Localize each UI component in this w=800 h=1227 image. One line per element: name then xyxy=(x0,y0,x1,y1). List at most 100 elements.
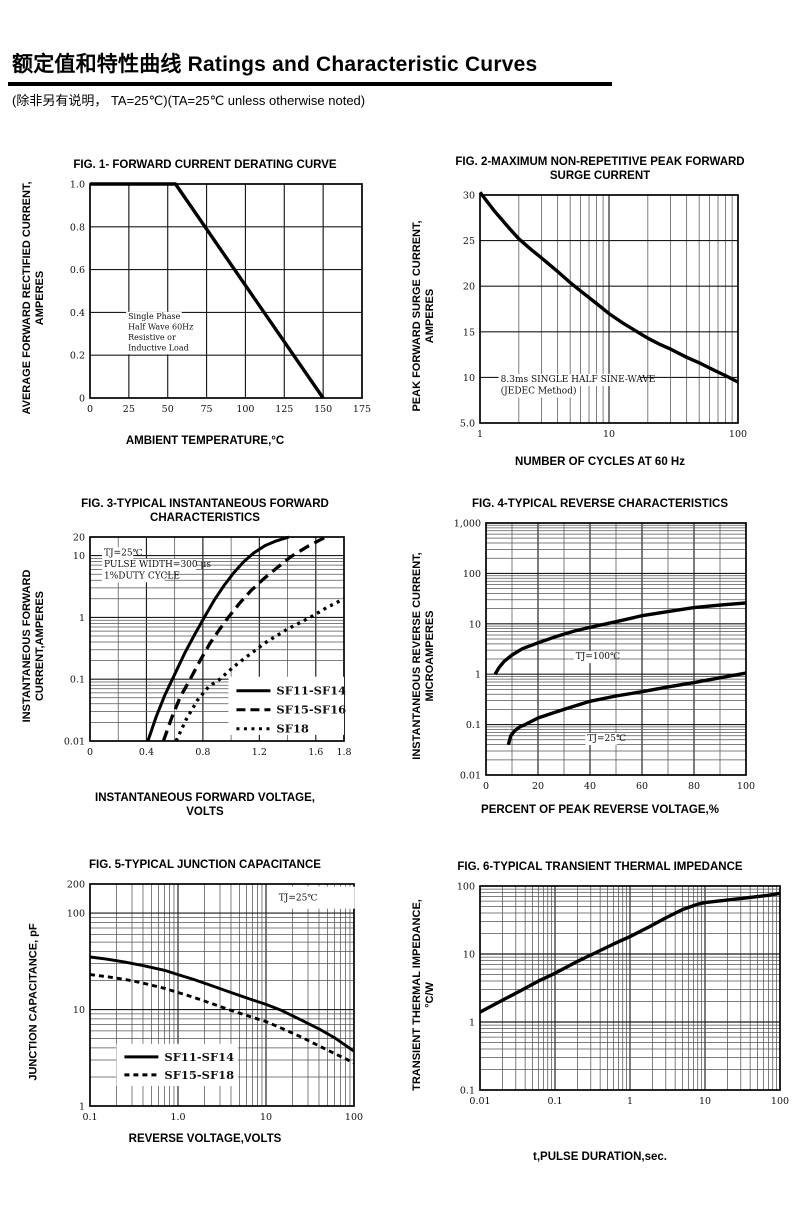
svg-text:0.1: 0.1 xyxy=(70,675,85,686)
figure-3-title: FIG. 3-TYPICAL INSTANTANEOUS FORWARD CHA… xyxy=(81,498,329,524)
figure-4-plot: TJ=100℃ TJ=25℃ 0 20 40 60 80 100 0.01 0.1 1 10 100 1,… xyxy=(454,519,755,793)
svg-text:5.0: 5.0 xyxy=(460,419,475,430)
svg-text:8.3ms SINGLE HALF SINE-WAVE: 8.3ms SINGLE HALF SINE-WAVE xyxy=(501,375,656,385)
svg-text:100: 100 xyxy=(236,404,254,415)
figure-6-x-axis-label: t,PULSE DURATION,sec. xyxy=(533,1151,667,1163)
title-underline xyxy=(8,82,612,86)
svg-text:1: 1 xyxy=(627,1096,633,1107)
figure-2-plot: 8.3ms SINGLE HALF SINE-WAVE(JEDEC Method… xyxy=(460,191,747,441)
figure-1: FIG. 1- FORWARD CURRENT DERATING CURVE A… xyxy=(14,158,396,448)
svg-text:100: 100 xyxy=(67,909,85,920)
svg-text:30: 30 xyxy=(463,191,475,202)
figure-2-title: FIG. 2-MAXIMUM NON-REPETITIVE PEAK FORWA… xyxy=(455,156,745,182)
figure-6-y-axis-label: TRANSIENT THERMAL IMPEDANCE, °C/W xyxy=(411,899,436,1091)
svg-text:TJ=25℃: TJ=25℃ xyxy=(587,734,626,744)
page-subtitle: (除非另有说明， TA=25℃)(TA=25℃ unless otherwise… xyxy=(12,93,366,108)
svg-text:PULSE WIDTH=300 μs: PULSE WIDTH=300 μs xyxy=(104,560,211,570)
svg-text:200: 200 xyxy=(67,880,85,891)
svg-text:Resistive or: Resistive or xyxy=(128,333,176,342)
svg-text:50: 50 xyxy=(162,404,174,415)
svg-text:(JEDEC Method): (JEDEC Method) xyxy=(501,385,577,396)
figure-6: FIG. 6-TYPICAL TRANSIENT THERMAL IMPEDAN… xyxy=(404,860,796,1164)
svg-text:1.6: 1.6 xyxy=(308,747,323,758)
svg-text:1%DUTY CYCLE: 1%DUTY CYCLE xyxy=(104,571,180,581)
figure-1-x-axis-label: AMBIENT TEMPERATURE,°C xyxy=(125,435,285,447)
svg-text:1.0: 1.0 xyxy=(170,1112,185,1123)
svg-text:10: 10 xyxy=(463,950,475,961)
svg-text:75: 75 xyxy=(201,404,213,415)
svg-text:175: 175 xyxy=(353,404,371,415)
figure-4-x-axis-label: PERCENT OF PEAK REVERSE VOLTAGE,% xyxy=(481,804,719,816)
svg-text:10: 10 xyxy=(603,429,615,440)
svg-text:10: 10 xyxy=(463,373,475,384)
svg-text:0: 0 xyxy=(87,404,93,415)
figure-3-plot: TJ=25℃ PULSE WIDTH=300 μs1%DUTY CYCLE SF11… xyxy=(64,533,352,759)
svg-text:0: 0 xyxy=(483,781,489,792)
page-title: 额定值和特性曲线 Ratings and Characteristic Curv… xyxy=(12,53,538,76)
svg-text:0.01: 0.01 xyxy=(64,737,85,748)
svg-text:Single Phase: Single Phase xyxy=(128,312,181,321)
svg-text:1.8: 1.8 xyxy=(336,747,351,758)
svg-text:100: 100 xyxy=(345,1112,363,1123)
svg-text:20: 20 xyxy=(463,282,475,293)
figure-3: FIG. 3-TYPICAL INSTANTANEOUS FORWARD CHA… xyxy=(14,497,396,819)
svg-text:10: 10 xyxy=(699,1096,711,1107)
svg-text:SF11-SF14: SF11-SF14 xyxy=(164,1050,234,1064)
svg-text:SF18: SF18 xyxy=(276,722,308,736)
figure-5-plot: TJ=25℃ SF11-SF14 SF15-SF18 0.1 1.0 10 100 1 10 10… xyxy=(67,880,363,1124)
figure-5-x-axis-label: REVERSE VOLTAGE,VOLTS xyxy=(128,1133,282,1145)
svg-text:10: 10 xyxy=(260,1112,272,1123)
figure-1-title: FIG. 1- FORWARD CURRENT DERATING CURVE xyxy=(73,159,337,171)
figure-4: FIG. 4-TYPICAL REVERSE CHARACTERISTICS I… xyxy=(404,497,796,817)
svg-text:100: 100 xyxy=(737,781,755,792)
figure-3-y-axis-label: INSTANTANEOUS FORWARD CURRENT,AMPERES xyxy=(21,569,46,723)
figure-4-title: FIG. 4-TYPICAL REVERSE CHARACTERISTICS xyxy=(471,498,728,510)
svg-text:100: 100 xyxy=(729,429,747,440)
svg-text:TJ=100℃: TJ=100℃ xyxy=(576,652,620,662)
svg-text:10: 10 xyxy=(73,1005,85,1016)
figure-2: FIG. 2-MAXIMUM NON-REPETITIVE PEAK FORWA… xyxy=(404,155,796,469)
figure-4-y-axis-label: INSTANTANEOUS REVERSE CURRENT, MICROAMPE… xyxy=(411,552,436,760)
svg-text:150: 150 xyxy=(314,404,332,415)
svg-text:0.1: 0.1 xyxy=(82,1112,97,1123)
svg-text:0.4: 0.4 xyxy=(70,308,85,319)
svg-text:100: 100 xyxy=(463,569,481,580)
figure-5-y-axis-label: JUNCTION CAPACITANCE, pF xyxy=(27,923,40,1081)
svg-text:Half Wave 60Hz: Half Wave 60Hz xyxy=(128,322,193,331)
svg-text:0.1: 0.1 xyxy=(460,1086,475,1097)
svg-text:0.4: 0.4 xyxy=(139,747,154,758)
svg-text:TJ=25℃: TJ=25℃ xyxy=(279,894,318,904)
svg-text:0.01: 0.01 xyxy=(469,1096,490,1107)
figure-5: FIG. 5-TYPICAL JUNCTION CAPACITANCE JUNC… xyxy=(14,858,396,1146)
svg-text:0.1: 0.1 xyxy=(547,1096,562,1107)
svg-text:1: 1 xyxy=(79,1102,85,1113)
svg-text:125: 125 xyxy=(275,404,293,415)
svg-text:20: 20 xyxy=(73,533,85,544)
svg-text:40: 40 xyxy=(584,781,596,792)
svg-text:0.1: 0.1 xyxy=(466,720,481,731)
figure-6-title: FIG. 6-TYPICAL TRANSIENT THERMAL IMPEDAN… xyxy=(457,861,743,873)
svg-text:1.0: 1.0 xyxy=(70,180,85,191)
svg-text:20: 20 xyxy=(532,781,544,792)
svg-text:10: 10 xyxy=(469,619,481,630)
svg-text:0.2: 0.2 xyxy=(70,351,85,362)
svg-text:1: 1 xyxy=(475,670,481,681)
svg-text:1: 1 xyxy=(79,613,85,624)
svg-text:25: 25 xyxy=(463,236,475,247)
svg-text:100: 100 xyxy=(457,882,475,893)
figure-5-title: FIG. 5-TYPICAL JUNCTION CAPACITANCE xyxy=(89,859,321,871)
figure-2-x-axis-label: NUMBER OF CYCLES AT 60 Hz xyxy=(515,456,685,468)
svg-text:0.8: 0.8 xyxy=(70,222,85,233)
svg-text:Inductive Load: Inductive Load xyxy=(128,343,189,352)
svg-text:0: 0 xyxy=(87,747,93,758)
svg-text:80: 80 xyxy=(688,781,700,792)
svg-text:1: 1 xyxy=(477,429,483,440)
figure-1-y-axis-label: AVERAGE FORWARD RECTIFIED CURRENT, AMPER… xyxy=(21,181,46,415)
figure-3-x-axis-label: INSTANTANEOUS FORWARD VOLTAGE, VOLTS xyxy=(95,792,315,818)
svg-text:25: 25 xyxy=(123,404,135,415)
svg-text:100: 100 xyxy=(771,1096,789,1107)
svg-text:1,000: 1,000 xyxy=(454,519,481,530)
svg-text:15: 15 xyxy=(463,327,475,338)
